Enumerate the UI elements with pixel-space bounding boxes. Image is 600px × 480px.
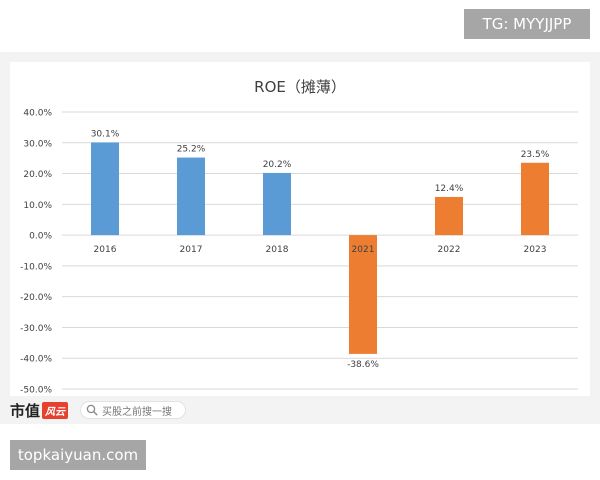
gridlines <box>62 111 578 390</box>
bar-2017 <box>177 157 205 236</box>
bar-2021 <box>349 235 377 354</box>
search-box[interactable]: 买股之前搜一搜 <box>80 401 186 419</box>
y-tick-label: 10.0% <box>23 201 52 211</box>
data-label: 30.1% <box>91 129 120 139</box>
x-tick-label: 2023 <box>524 245 547 255</box>
brand-name: 市值 <box>10 401 41 420</box>
bar-2018 <box>263 172 291 236</box>
x-tick-label: 2022 <box>438 245 461 255</box>
footer-bar: 市值 风云 买股之前搜一搜 <box>0 396 600 424</box>
chart-panel: ROE（摊薄） 40.0% 30.0% 20.0% 10.0% 0.0% -10.0% -2… <box>10 62 590 396</box>
y-tick-label: -40.0% <box>20 355 52 365</box>
y-tick-label: 40.0% <box>23 109 52 119</box>
site-badge: topkaiyuan.com <box>10 440 146 470</box>
chart-title: ROE（摊薄） <box>254 78 346 96</box>
brand-mark: 风云 <box>42 401 69 419</box>
y-tick-label: 0.0% <box>29 232 52 242</box>
bar-2016 <box>91 142 119 236</box>
y-axis-ticks: 40.0% 30.0% 20.0% 10.0% 0.0% -10.0% -20.0% -30.… <box>20 109 52 396</box>
search-placeholder: 买股之前搜一搜 <box>102 406 172 418</box>
data-labels: 30.1% 25.2% 20.2% -38.6% 12.4% 23.5% <box>91 129 550 369</box>
search-icon <box>86 404 98 416</box>
x-tick-label: 2021 <box>352 245 375 255</box>
y-tick-label: 20.0% <box>23 170 52 180</box>
data-label: -38.6% <box>347 360 379 370</box>
x-axis-ticks: 2016 2017 2018 2021 2022 2023 <box>94 245 547 255</box>
y-tick-label: 30.0% <box>23 139 52 149</box>
data-label: 23.5% <box>521 150 550 160</box>
y-tick-label: -20.0% <box>20 293 52 303</box>
x-tick-label: 2016 <box>94 245 117 255</box>
bars <box>91 142 549 354</box>
chart-card: ROE（摊薄） 40.0% 30.0% 20.0% 10.0% 0.0% -10.0% -2… <box>0 52 600 424</box>
x-tick-label: 2018 <box>266 245 289 255</box>
x-tick-label: 2017 <box>180 245 203 255</box>
telegram-badge: TG: MYYJJPP <box>464 9 590 39</box>
data-label: 12.4% <box>435 184 464 194</box>
y-tick-label: -10.0% <box>20 262 52 272</box>
bar-2023 <box>521 162 549 236</box>
brand-logo: 市值 风云 <box>10 400 69 420</box>
y-tick-label: -30.0% <box>20 324 52 334</box>
data-label: 20.2% <box>263 160 292 170</box>
y-tick-label: -50.0% <box>20 386 52 396</box>
data-label: 25.2% <box>177 145 206 155</box>
roe-bar-chart: ROE（摊薄） 40.0% 30.0% 20.0% 10.0% 0.0% -10.0% -2… <box>20 78 578 396</box>
bar-2022 <box>435 196 463 236</box>
